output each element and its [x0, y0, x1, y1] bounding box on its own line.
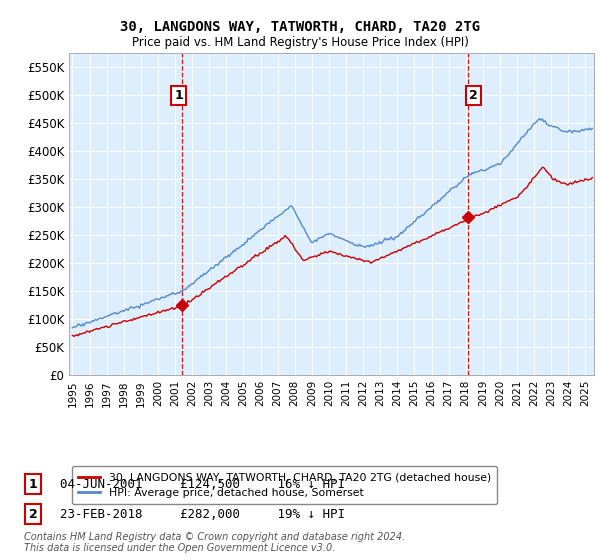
Text: 1: 1	[29, 478, 37, 491]
Text: 1: 1	[175, 88, 183, 102]
Text: Price paid vs. HM Land Registry's House Price Index (HPI): Price paid vs. HM Land Registry's House …	[131, 36, 469, 49]
Text: 30, LANGDONS WAY, TATWORTH, CHARD, TA20 2TG: 30, LANGDONS WAY, TATWORTH, CHARD, TA20 …	[120, 20, 480, 34]
Text: Contains HM Land Registry data © Crown copyright and database right 2024.
This d: Contains HM Land Registry data © Crown c…	[24, 531, 405, 553]
Text: 04-JUN-2001     £124,500     16% ↓ HPI: 04-JUN-2001 £124,500 16% ↓ HPI	[60, 478, 345, 491]
Text: 23-FEB-2018     £282,000     19% ↓ HPI: 23-FEB-2018 £282,000 19% ↓ HPI	[60, 507, 345, 521]
Text: 2: 2	[469, 88, 478, 102]
Legend: 30, LANGDONS WAY, TATWORTH, CHARD, TA20 2TG (detached house), HPI: Average price: 30, LANGDONS WAY, TATWORTH, CHARD, TA20 …	[72, 466, 497, 505]
Text: 2: 2	[29, 507, 37, 521]
